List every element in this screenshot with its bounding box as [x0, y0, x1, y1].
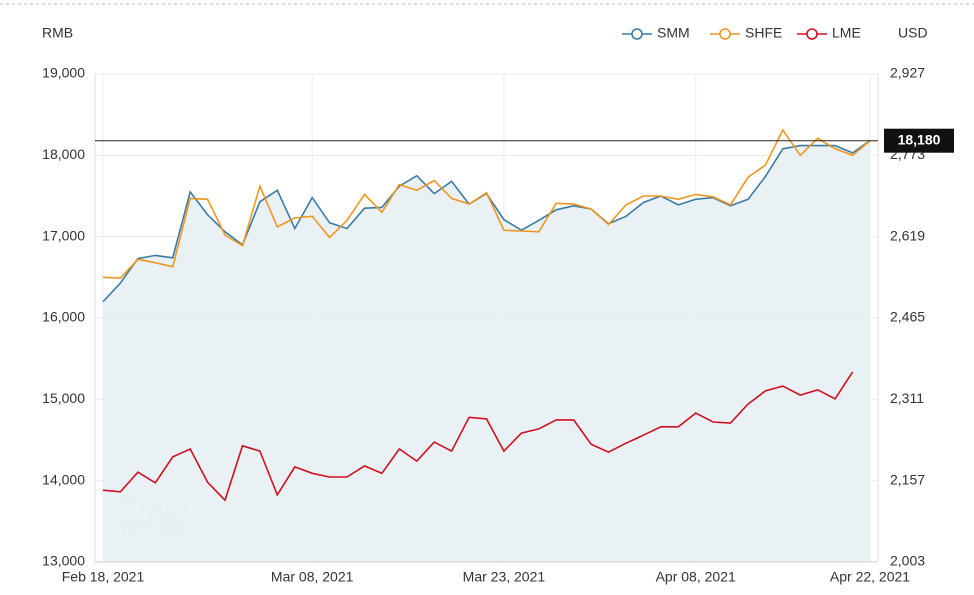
y-tick-label: 16,000 [42, 309, 85, 325]
y2-tick-label: 2,927 [890, 65, 925, 81]
x-tick-label: Feb 18, 2021 [62, 569, 145, 585]
legend-marker [806, 28, 818, 40]
legend-label: LME [832, 25, 861, 41]
x-tick-label: Apr 08, 2021 [656, 569, 736, 585]
legend-label: SMM [657, 25, 690, 41]
legend-marker [719, 28, 731, 40]
reference-label: 18,180 [898, 131, 941, 147]
y2-tick-label: 2,311 [890, 390, 924, 406]
area [103, 140, 870, 562]
x-tick-label: Apr 22, 2021 [830, 569, 910, 585]
y2-tick-label: 2,619 [890, 227, 925, 243]
y2-tick-label: 2,465 [890, 309, 925, 325]
legend-label: SHFE [745, 25, 782, 41]
legend-item[interactable]: SHFE [710, 25, 782, 41]
y-tick-label: 19,000 [42, 65, 85, 81]
y-tick-label: 13,000 [42, 553, 85, 569]
y-tick-label: 15,000 [42, 390, 85, 406]
line [102, 128, 871, 279]
legend-item[interactable]: LME [797, 25, 861, 41]
x-tick-label: Mar 08, 2021 [271, 569, 354, 585]
y-tick-label: 18,000 [42, 146, 85, 162]
y2-tick-label: 2,003 [890, 553, 925, 569]
y-tick-label: 17,000 [42, 227, 85, 243]
legend-item[interactable]: SMM [622, 25, 690, 41]
y-tick-label: 14,000 [42, 471, 85, 487]
y2-axis-title: USD [898, 25, 928, 41]
y2-tick-label: 2,157 [890, 471, 925, 487]
reference-label-bg [884, 128, 954, 153]
legend-marker [631, 28, 643, 40]
y-axis-title: RMB [42, 25, 73, 41]
x-tick-label: Mar 23, 2021 [463, 569, 546, 585]
line [102, 371, 854, 502]
